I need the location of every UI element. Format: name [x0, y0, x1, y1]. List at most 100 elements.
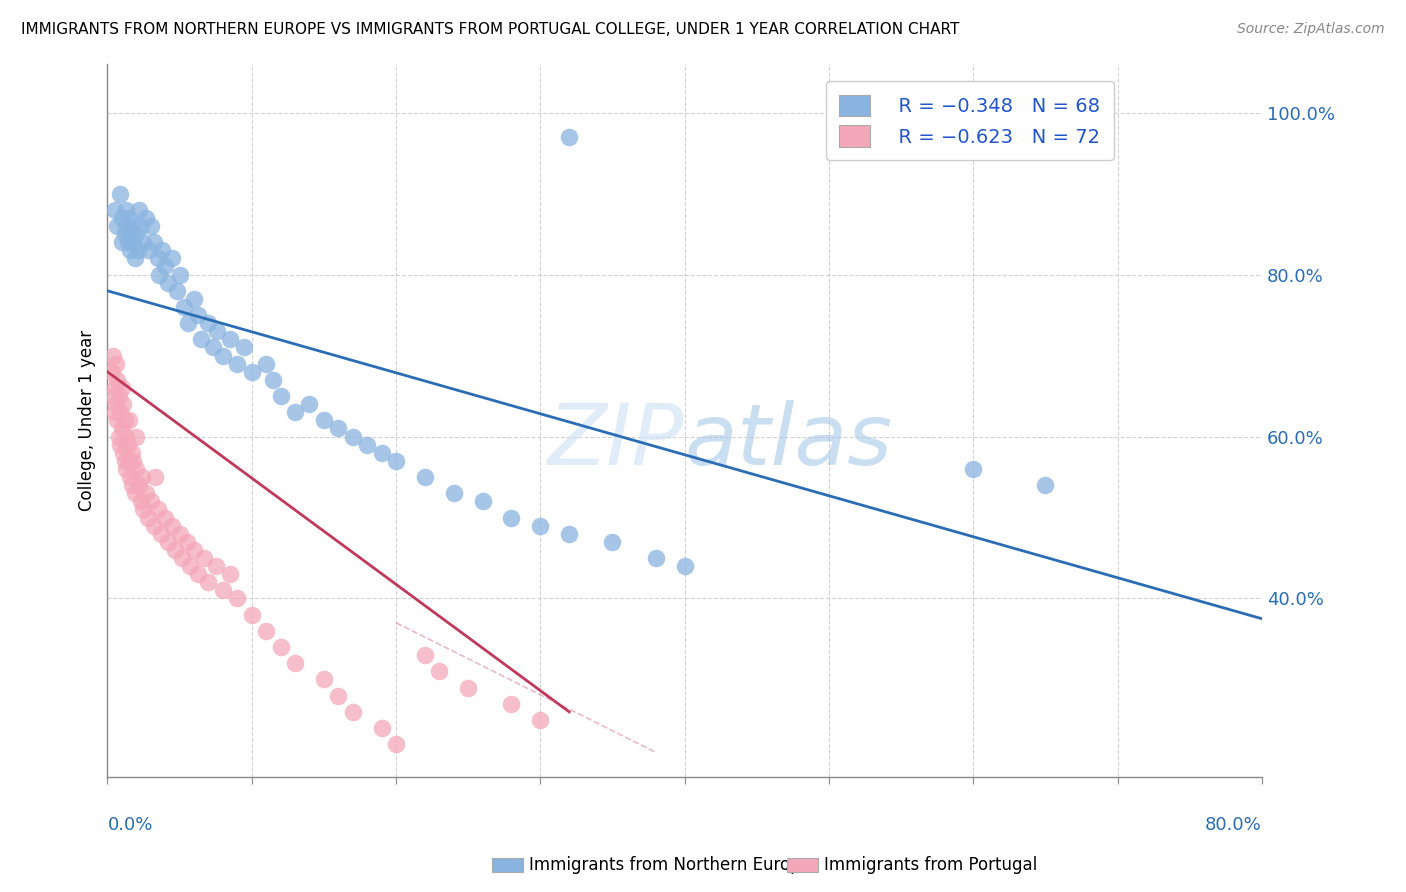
Text: Immigrants from Portugal: Immigrants from Portugal — [824, 856, 1038, 874]
Point — [162, 252, 184, 266]
Point — [143, 470, 166, 484]
Text: Source: ZipAtlas.com: Source: ZipAtlas.com — [1237, 22, 1385, 37]
Point — [117, 235, 139, 250]
Point — [183, 542, 205, 557]
Point — [118, 454, 141, 468]
Point — [169, 268, 191, 282]
Point — [179, 559, 201, 574]
Point — [165, 542, 187, 557]
Point — [240, 365, 263, 379]
Point — [219, 567, 242, 582]
Point — [101, 349, 124, 363]
Point — [153, 260, 176, 274]
Point — [105, 357, 128, 371]
Point — [270, 389, 292, 403]
Point — [413, 470, 436, 484]
Point — [173, 300, 195, 314]
Point — [342, 705, 364, 719]
Point — [558, 130, 581, 145]
Point — [172, 551, 194, 566]
Point — [136, 510, 159, 524]
Point — [115, 429, 138, 443]
Point — [107, 413, 129, 427]
Point — [112, 397, 135, 411]
Point — [146, 252, 169, 266]
Point — [385, 737, 408, 751]
Point — [110, 437, 132, 451]
Point — [162, 518, 184, 533]
Text: 80.0%: 80.0% — [1205, 816, 1263, 834]
Point — [457, 681, 479, 695]
Legend:   R = −0.348   N = 68,   R = −0.623   N = 72: R = −0.348 N = 68, R = −0.623 N = 72 — [825, 81, 1114, 161]
Point — [370, 721, 392, 735]
Point — [148, 268, 170, 282]
Point — [118, 413, 141, 427]
Point — [111, 235, 134, 250]
Point — [190, 332, 212, 346]
Point — [128, 478, 150, 492]
Point — [107, 373, 129, 387]
Text: 0.0%: 0.0% — [107, 816, 153, 834]
Point — [122, 235, 145, 250]
Point — [211, 349, 233, 363]
Point — [118, 211, 141, 225]
Point — [201, 341, 224, 355]
Text: ZIP: ZIP — [548, 401, 685, 483]
Point — [114, 413, 136, 427]
Point — [385, 454, 408, 468]
Point — [146, 502, 169, 516]
Point — [111, 211, 134, 225]
Text: IMMIGRANTS FROM NORTHERN EUROPE VS IMMIGRANTS FROM PORTUGAL COLLEGE, UNDER 1 YEA: IMMIGRANTS FROM NORTHERN EUROPE VS IMMIG… — [21, 22, 959, 37]
Point — [1035, 478, 1057, 492]
Point — [240, 607, 263, 622]
Point — [104, 202, 127, 217]
Point — [219, 332, 242, 346]
Point — [312, 413, 335, 427]
Point — [166, 284, 188, 298]
Point — [111, 421, 134, 435]
Point — [114, 227, 136, 241]
Point — [602, 534, 624, 549]
Point — [111, 381, 134, 395]
Point — [117, 437, 139, 451]
Point — [139, 494, 162, 508]
Point — [254, 624, 277, 638]
Point — [443, 486, 465, 500]
Point — [135, 211, 157, 225]
Point — [177, 316, 200, 330]
Point — [328, 689, 350, 703]
Point — [226, 357, 249, 371]
Point — [115, 202, 138, 217]
Point — [254, 357, 277, 371]
Point — [427, 665, 450, 679]
Point — [104, 381, 127, 395]
Point — [110, 405, 132, 419]
Point — [197, 316, 219, 330]
Point — [187, 567, 209, 582]
Point — [153, 510, 176, 524]
Point — [156, 534, 179, 549]
Point — [529, 518, 551, 533]
Point — [105, 397, 128, 411]
Point — [131, 470, 153, 484]
Point — [169, 526, 191, 541]
Point — [183, 292, 205, 306]
Point — [100, 365, 122, 379]
Point — [673, 559, 696, 574]
Point — [211, 583, 233, 598]
Point — [124, 252, 146, 266]
Point — [156, 276, 179, 290]
Point — [129, 219, 152, 233]
Point — [120, 244, 142, 258]
Point — [262, 373, 284, 387]
Point — [121, 219, 143, 233]
Point — [136, 244, 159, 258]
Point — [125, 227, 148, 241]
Point — [127, 244, 149, 258]
Point — [205, 324, 228, 338]
Point — [193, 551, 215, 566]
Point — [101, 389, 124, 403]
Point — [122, 454, 145, 468]
Point — [187, 308, 209, 322]
Point — [226, 591, 249, 606]
